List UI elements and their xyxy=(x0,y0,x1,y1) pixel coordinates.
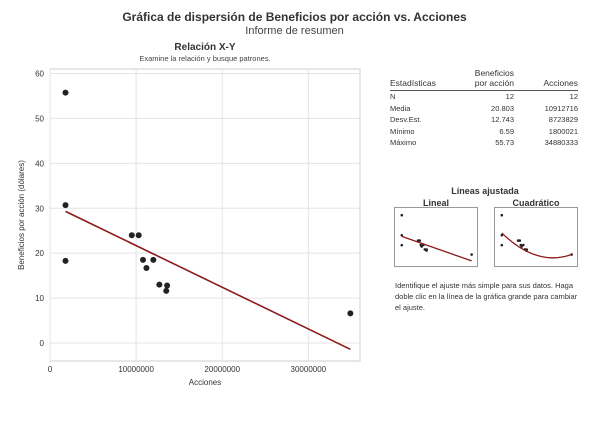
stats-row-label: Mínimo xyxy=(390,126,462,138)
y-axis-label: Beneficios por acción (dólares) xyxy=(17,160,26,270)
stats-header-shares: Acciones xyxy=(514,68,578,91)
stats-row-label: Media xyxy=(390,103,462,115)
thumbnail-point xyxy=(425,248,428,251)
stats-value-eps: 55.73 xyxy=(462,137,514,149)
stats-header-label: Estadísticas xyxy=(390,68,462,91)
data-point[interactable] xyxy=(150,257,156,263)
y-tick-label: 20 xyxy=(35,249,44,258)
fitted-lines-heading: Líneas ajustada xyxy=(392,186,578,196)
stats-row: Desv.Est. 12.743 8723829 xyxy=(390,114,578,126)
y-tick-label: 10 xyxy=(35,294,44,303)
data-point[interactable] xyxy=(140,257,146,263)
stats-row-label: Desv.Est. xyxy=(390,114,462,126)
data-point[interactable] xyxy=(164,283,170,289)
thumbnail-point xyxy=(401,214,404,217)
data-point[interactable] xyxy=(163,288,169,294)
plot-area xyxy=(50,69,360,361)
thumbnail-point xyxy=(401,244,404,247)
data-point[interactable] xyxy=(63,90,69,96)
stats-value-eps: 6.59 xyxy=(462,126,514,138)
stats-value-eps: 20.803 xyxy=(462,103,514,115)
stats-row: N 12 12 xyxy=(390,91,578,103)
data-point[interactable] xyxy=(156,282,162,288)
x-tick-label: 20000000 xyxy=(204,365,240,374)
y-tick-label: 40 xyxy=(35,159,44,168)
x-tick-label: 30000000 xyxy=(291,365,327,374)
thumbnail-point xyxy=(522,244,525,247)
data-point[interactable] xyxy=(63,202,69,208)
stats-row: Máximo 55.73 34880333 xyxy=(390,137,578,149)
data-point[interactable] xyxy=(347,310,353,316)
stats-value-shares: 8723829 xyxy=(514,114,578,126)
data-point[interactable] xyxy=(63,258,69,264)
stats-row: Mínimo 6.59 1800021 xyxy=(390,126,578,138)
quadratic-fit-thumbnail[interactable] xyxy=(494,207,578,267)
data-point[interactable] xyxy=(129,232,135,238)
stats-row-label: Máximo xyxy=(390,137,462,149)
statistics-table: Estadísticas Beneficios por acción Accio… xyxy=(390,68,578,149)
x-tick-label: 0 xyxy=(48,365,53,374)
thumbnail-point xyxy=(418,239,421,242)
stats-value-eps: 12.743 xyxy=(462,114,514,126)
x-tick-label: 10000000 xyxy=(118,365,154,374)
stats-value-shares: 10912716 xyxy=(514,103,578,115)
y-tick-label: 30 xyxy=(35,204,44,213)
stats-value-shares: 12 xyxy=(514,91,578,103)
thumbnail-point xyxy=(501,214,504,217)
stats-row-label: N xyxy=(390,91,462,103)
y-tick-label: 60 xyxy=(35,69,44,78)
y-tick-label: 0 xyxy=(40,339,45,348)
thumbnail-point xyxy=(470,253,473,256)
data-point[interactable] xyxy=(136,232,142,238)
y-tick-label: 50 xyxy=(35,114,44,123)
linear-fit-thumbnail[interactable] xyxy=(394,207,478,267)
thumbnail-point xyxy=(518,239,521,242)
stats-value-eps: 12 xyxy=(462,91,514,103)
data-point[interactable] xyxy=(143,265,149,271)
stats-header-eps: Beneficios por acción xyxy=(462,68,514,91)
fit-advice-text: Identifique el ajuste más simple para su… xyxy=(395,280,580,313)
stats-value-shares: 34880333 xyxy=(514,137,578,149)
stats-row: Media 20.803 10912716 xyxy=(390,103,578,115)
x-axis-label: Acciones xyxy=(189,378,221,387)
stats-value-shares: 1800021 xyxy=(514,126,578,138)
thumbnail-point xyxy=(501,244,504,247)
